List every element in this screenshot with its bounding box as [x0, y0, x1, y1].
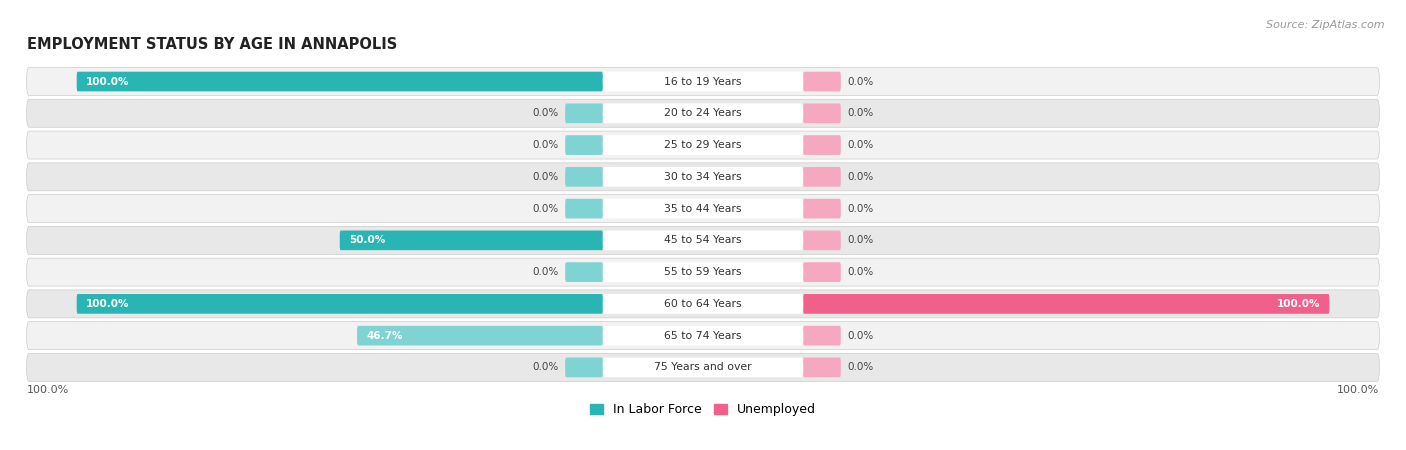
FancyBboxPatch shape [27, 226, 1379, 254]
FancyBboxPatch shape [340, 230, 603, 250]
FancyBboxPatch shape [27, 322, 1379, 350]
FancyBboxPatch shape [803, 72, 841, 91]
Text: 46.7%: 46.7% [367, 331, 404, 341]
Text: 100.0%: 100.0% [1337, 385, 1379, 395]
FancyBboxPatch shape [77, 72, 603, 91]
FancyBboxPatch shape [803, 199, 841, 218]
FancyBboxPatch shape [803, 262, 841, 282]
Text: 35 to 44 Years: 35 to 44 Years [664, 203, 742, 214]
FancyBboxPatch shape [27, 68, 1379, 95]
Text: 0.0%: 0.0% [846, 362, 873, 373]
Text: 75 Years and over: 75 Years and over [654, 362, 752, 373]
FancyBboxPatch shape [603, 230, 803, 250]
Text: 60 to 64 Years: 60 to 64 Years [664, 299, 742, 309]
FancyBboxPatch shape [603, 72, 803, 91]
Text: 50.0%: 50.0% [349, 235, 385, 245]
FancyBboxPatch shape [603, 199, 803, 218]
FancyBboxPatch shape [803, 167, 841, 187]
Text: 0.0%: 0.0% [533, 203, 560, 214]
FancyBboxPatch shape [27, 353, 1379, 382]
FancyBboxPatch shape [803, 135, 841, 155]
FancyBboxPatch shape [565, 262, 603, 282]
Text: 25 to 29 Years: 25 to 29 Years [664, 140, 742, 150]
FancyBboxPatch shape [603, 104, 803, 123]
FancyBboxPatch shape [803, 230, 841, 250]
FancyBboxPatch shape [27, 194, 1379, 223]
FancyBboxPatch shape [603, 262, 803, 282]
Text: 30 to 34 Years: 30 to 34 Years [664, 172, 742, 182]
FancyBboxPatch shape [565, 135, 603, 155]
Legend: In Labor Force, Unemployed: In Labor Force, Unemployed [585, 398, 821, 421]
FancyBboxPatch shape [565, 167, 603, 187]
FancyBboxPatch shape [803, 358, 841, 377]
FancyBboxPatch shape [27, 258, 1379, 286]
FancyBboxPatch shape [565, 199, 603, 218]
Text: 0.0%: 0.0% [533, 140, 560, 150]
Text: 100.0%: 100.0% [86, 76, 129, 86]
Text: 0.0%: 0.0% [846, 331, 873, 341]
Text: 0.0%: 0.0% [533, 108, 560, 118]
Text: 100.0%: 100.0% [86, 299, 129, 309]
FancyBboxPatch shape [803, 294, 1329, 314]
FancyBboxPatch shape [565, 104, 603, 123]
Text: 100.0%: 100.0% [27, 385, 69, 395]
FancyBboxPatch shape [357, 326, 603, 346]
Text: 0.0%: 0.0% [533, 172, 560, 182]
Text: 65 to 74 Years: 65 to 74 Years [664, 331, 742, 341]
Text: 0.0%: 0.0% [533, 267, 560, 277]
Text: 0.0%: 0.0% [846, 203, 873, 214]
FancyBboxPatch shape [77, 294, 603, 314]
Text: 0.0%: 0.0% [846, 76, 873, 86]
Text: 0.0%: 0.0% [846, 235, 873, 245]
FancyBboxPatch shape [603, 294, 803, 314]
FancyBboxPatch shape [27, 131, 1379, 159]
Text: 0.0%: 0.0% [533, 362, 560, 373]
FancyBboxPatch shape [27, 290, 1379, 318]
FancyBboxPatch shape [27, 163, 1379, 191]
Text: EMPLOYMENT STATUS BY AGE IN ANNAPOLIS: EMPLOYMENT STATUS BY AGE IN ANNAPOLIS [27, 37, 396, 52]
FancyBboxPatch shape [603, 358, 803, 377]
Text: 0.0%: 0.0% [846, 172, 873, 182]
FancyBboxPatch shape [603, 167, 803, 187]
FancyBboxPatch shape [565, 358, 603, 377]
Text: 0.0%: 0.0% [846, 267, 873, 277]
FancyBboxPatch shape [803, 326, 841, 346]
Text: 100.0%: 100.0% [1277, 299, 1320, 309]
FancyBboxPatch shape [603, 135, 803, 155]
FancyBboxPatch shape [27, 99, 1379, 127]
Text: 0.0%: 0.0% [846, 140, 873, 150]
FancyBboxPatch shape [803, 104, 841, 123]
Text: 55 to 59 Years: 55 to 59 Years [664, 267, 742, 277]
FancyBboxPatch shape [603, 326, 803, 346]
Text: 0.0%: 0.0% [846, 108, 873, 118]
Text: 20 to 24 Years: 20 to 24 Years [664, 108, 742, 118]
Text: 45 to 54 Years: 45 to 54 Years [664, 235, 742, 245]
Text: Source: ZipAtlas.com: Source: ZipAtlas.com [1267, 20, 1385, 30]
Text: 16 to 19 Years: 16 to 19 Years [664, 76, 742, 86]
